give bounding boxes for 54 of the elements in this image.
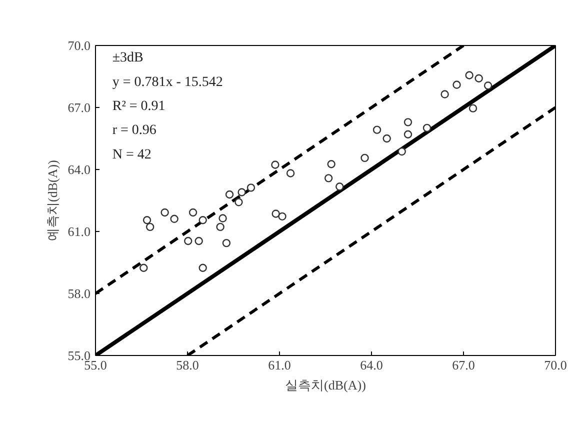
y-tick-label: 70.0 <box>68 38 90 53</box>
x-tick-label: 64.0 <box>360 358 383 372</box>
annotation: y = 0.781x - 15.542 <box>112 74 223 90</box>
point <box>160 208 169 217</box>
point <box>404 130 412 138</box>
annotation: N = 42 <box>112 147 152 162</box>
point <box>324 174 333 182</box>
point <box>188 208 198 217</box>
point <box>198 216 207 224</box>
point <box>198 264 207 272</box>
point <box>278 212 286 221</box>
point <box>246 184 256 192</box>
x-tick-label: 58.0 <box>176 358 199 372</box>
point <box>272 210 280 218</box>
point <box>382 134 391 143</box>
point <box>484 82 492 90</box>
x-axis-title: 실측치(dB(A)) <box>285 378 366 392</box>
point <box>474 74 483 82</box>
point <box>140 264 148 272</box>
point <box>327 160 336 168</box>
x-tick-label: 61.0 <box>268 358 291 372</box>
point <box>271 160 280 169</box>
point <box>422 124 432 132</box>
point <box>225 190 234 199</box>
point <box>218 214 227 222</box>
point <box>170 214 178 223</box>
y-tick-label: 67.0 <box>68 100 90 115</box>
x-tick-label: 67.0 <box>452 358 475 372</box>
point <box>468 104 478 112</box>
point <box>404 118 412 126</box>
y-tick-label: 61.0 <box>68 224 90 239</box>
x-tick-label: 70.0 <box>544 358 567 372</box>
annotation: r = 0.96 <box>112 123 156 138</box>
y-axis-title: 예측치(dB(A)) <box>44 160 60 241</box>
y-tick-label: 58.0 <box>68 286 90 301</box>
point <box>336 182 344 191</box>
point <box>286 169 295 178</box>
y-tick-label: 64.0 <box>68 162 90 177</box>
point <box>216 222 224 232</box>
point <box>222 238 231 248</box>
point <box>452 80 461 89</box>
point <box>234 198 243 206</box>
point <box>238 188 246 196</box>
point <box>146 222 154 232</box>
annotation: ±3dB <box>112 50 144 66</box>
annotation: R² = 0.91 <box>112 99 166 114</box>
point <box>142 216 152 224</box>
point <box>440 90 449 98</box>
point <box>372 126 382 134</box>
point <box>184 236 192 246</box>
point <box>398 147 406 156</box>
point <box>465 71 474 80</box>
point <box>360 154 369 162</box>
point <box>194 236 203 246</box>
